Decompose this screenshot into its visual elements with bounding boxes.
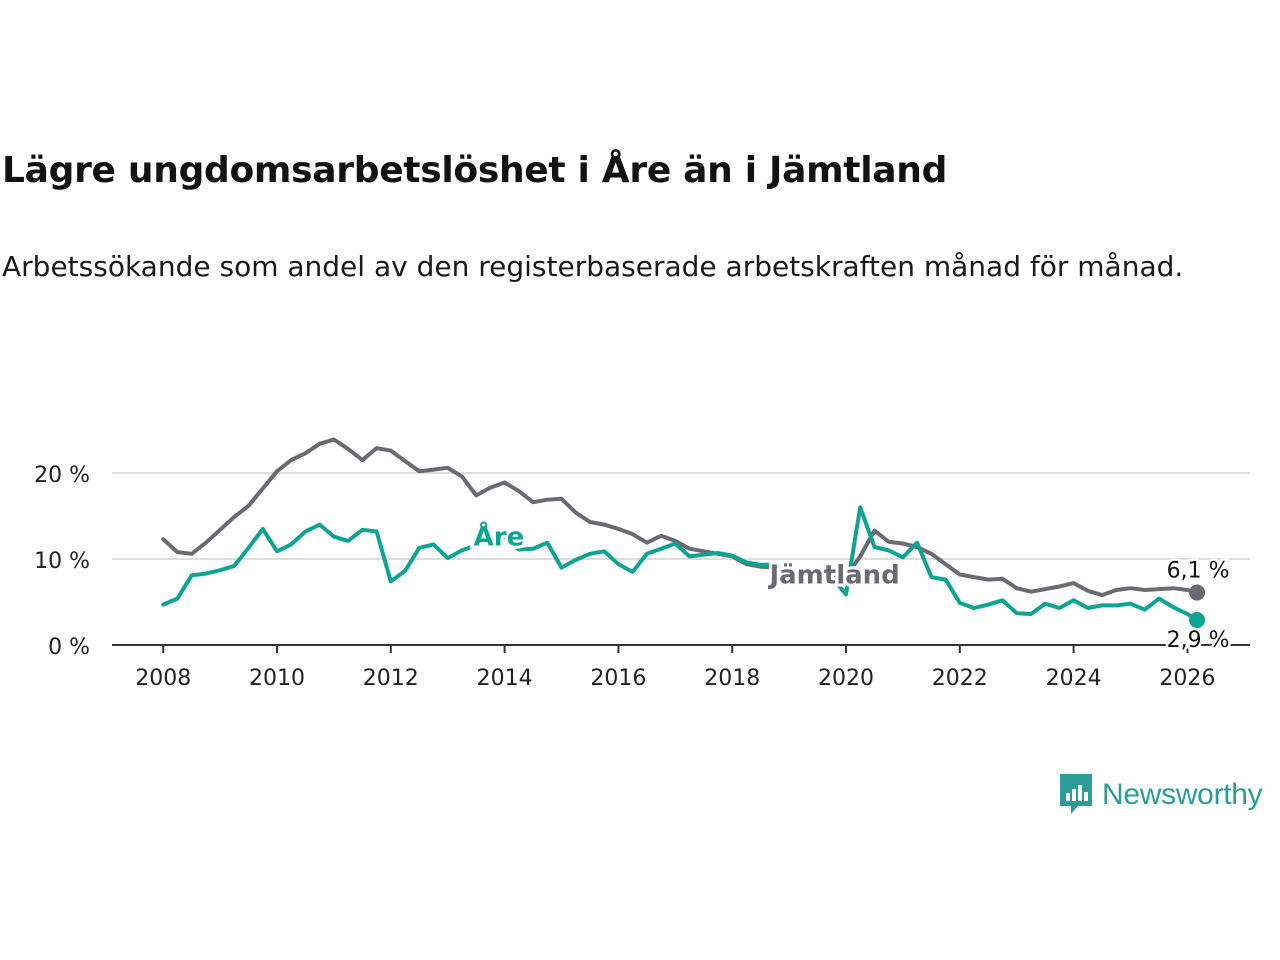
x-tick-label: 2024 [1046, 666, 1102, 691]
x-tick-label: 2018 [704, 666, 760, 691]
x-tick-label: 2010 [249, 666, 305, 691]
x-tick-label: 2014 [477, 666, 533, 691]
series-name-label: Åre [474, 521, 525, 553]
x-tick-label: 2022 [932, 666, 988, 691]
chart-labels: Åre Jämtland 6,1 % 2,9 % [471, 518, 1232, 656]
series-endpoint [1189, 612, 1206, 629]
newsworthy-logo-icon [1060, 774, 1092, 814]
series-end-label: 2,9 % [1167, 628, 1230, 653]
series-line-åre [161, 505, 1200, 623]
axes: 0 % 10 % 20 % 2008 2010 2012 2014 2016 2018 2020 2… [34, 463, 1250, 691]
chart-title: Lägre ungdomsarbetslöshet i Åre än i Jäm… [2, 150, 948, 191]
gridlines [112, 472, 1250, 560]
x-tick-label: 2016 [590, 666, 646, 691]
series-endpoint [1189, 584, 1206, 601]
series-end-label: 6,1 % [1167, 559, 1230, 584]
newsworthy-logo: Newsworthy [1058, 772, 1263, 818]
series-name-label: Jämtland [767, 560, 899, 590]
newsworthy-logo-text: Newsworthy [1102, 778, 1263, 811]
x-tick-label: 2020 [818, 666, 874, 691]
series-line-jämtland [161, 437, 1200, 598]
y-tick-label: 0 % [48, 635, 90, 660]
y-tick-label: 20 % [34, 463, 90, 488]
x-tick-label: 2026 [1159, 666, 1215, 691]
line-chart: 0 % 10 % 20 % 2008 2010 2012 2014 2016 2018 2020 2… [34, 437, 1250, 691]
chart-subtitle: Arbetssökande som andel av den registerb… [2, 250, 1184, 283]
x-tick-label: 2012 [363, 666, 419, 691]
y-tick-label: 10 % [34, 549, 90, 574]
series-lines [161, 437, 1200, 623]
x-tick-label: 2008 [135, 666, 191, 691]
